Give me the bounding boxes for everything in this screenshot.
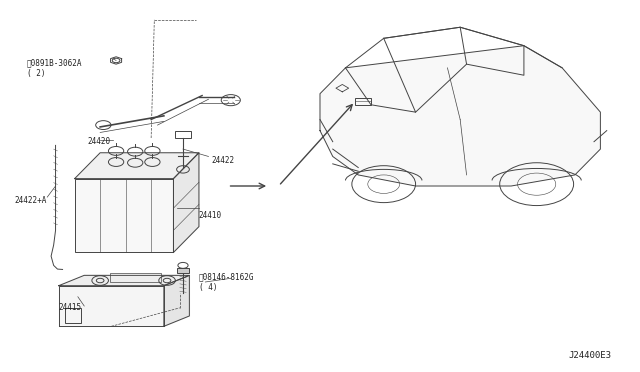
Bar (175, 131, 191, 138)
Bar (75, 179, 173, 253)
Text: ⓝ08146-8162G
( 4): ⓝ08146-8162G ( 4) (199, 272, 255, 292)
Polygon shape (59, 286, 164, 326)
Text: J24400E3: J24400E3 (568, 351, 611, 360)
Text: 24410: 24410 (199, 211, 222, 220)
Polygon shape (320, 46, 600, 186)
Bar (109, 273, 161, 282)
Text: 24420: 24420 (88, 137, 111, 146)
Text: ⓝ0891B-3062A
( 2): ⓝ0891B-3062A ( 2) (27, 58, 83, 77)
Bar (355, 98, 371, 105)
Polygon shape (173, 153, 199, 253)
Text: 24422+A: 24422+A (14, 196, 47, 205)
Text: 24415: 24415 (59, 303, 82, 312)
Bar (177, 268, 189, 273)
Bar (65, 308, 81, 323)
Text: 24422: 24422 (212, 155, 235, 165)
Polygon shape (59, 275, 189, 286)
Polygon shape (164, 275, 189, 326)
Polygon shape (75, 153, 199, 179)
